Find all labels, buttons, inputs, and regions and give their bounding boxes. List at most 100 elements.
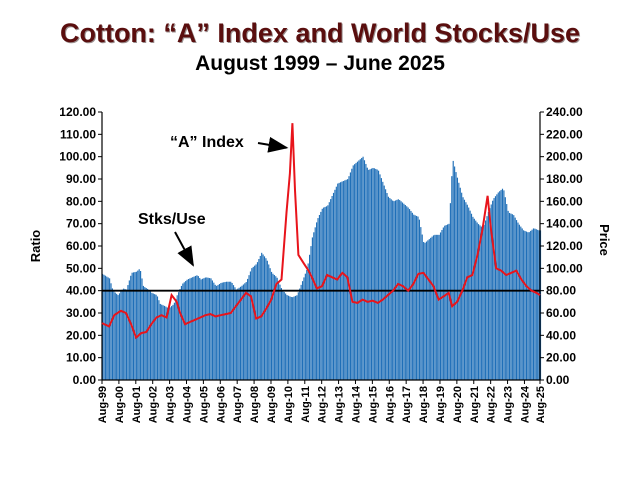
bar <box>221 282 223 380</box>
bar <box>190 277 192 380</box>
x-tick-label: Aug-17 <box>401 386 413 423</box>
bar <box>531 229 533 380</box>
bar <box>282 290 284 380</box>
bar <box>521 228 523 380</box>
x-tick-label: Aug-04 <box>181 385 193 423</box>
bar <box>475 220 477 380</box>
bar <box>262 254 264 380</box>
bar <box>237 288 239 380</box>
bar <box>483 224 485 380</box>
bar <box>273 274 275 380</box>
bar <box>124 289 126 380</box>
bar <box>175 299 177 380</box>
y-right-tick-label: 140.00 <box>546 217 583 231</box>
bar <box>272 273 274 380</box>
bar <box>117 295 119 380</box>
bar <box>293 296 295 380</box>
x-tick-label: Aug-16 <box>384 386 396 423</box>
bar <box>452 160 454 380</box>
bar <box>525 231 528 380</box>
bar <box>441 229 443 380</box>
bar <box>116 293 118 380</box>
bar <box>214 284 216 380</box>
bar <box>179 289 181 380</box>
bar <box>376 169 378 380</box>
bar <box>211 280 213 380</box>
bar <box>442 227 444 380</box>
x-tick-label: Aug-19 <box>435 386 447 423</box>
bar <box>187 279 190 380</box>
bar <box>430 237 432 380</box>
bar <box>413 214 415 380</box>
bar <box>194 275 197 380</box>
bar <box>438 234 440 380</box>
y-left-tick-label: 120.00 <box>59 105 96 119</box>
bar <box>389 198 391 380</box>
bar <box>407 207 409 380</box>
bar <box>156 296 159 380</box>
bar <box>149 291 152 380</box>
bar <box>111 288 114 380</box>
bar <box>380 178 382 380</box>
bar <box>120 291 122 380</box>
bar <box>306 269 308 380</box>
bar <box>421 234 423 380</box>
x-tick-label: Aug-15 <box>367 386 379 423</box>
bar <box>137 270 139 380</box>
bar <box>314 227 316 380</box>
annotation-a-index-label: “A” Index <box>170 134 244 151</box>
bar <box>342 181 344 380</box>
bar <box>300 284 302 380</box>
bar <box>114 292 116 380</box>
bar <box>225 281 228 380</box>
bar <box>355 162 357 380</box>
bar <box>416 215 418 380</box>
bar <box>538 230 540 380</box>
bar <box>352 165 354 380</box>
annotation-a-index-arrow <box>257 136 289 153</box>
bar <box>354 164 356 380</box>
bar <box>532 228 535 380</box>
bar <box>320 211 322 380</box>
x-tick-label: Aug-20 <box>452 386 464 423</box>
bar <box>372 167 374 380</box>
bar <box>448 223 450 380</box>
bar <box>241 285 243 380</box>
bar <box>268 264 270 380</box>
bar <box>166 307 168 380</box>
bar <box>201 278 204 380</box>
bar <box>165 306 167 380</box>
bar <box>209 278 211 380</box>
bar <box>325 206 328 380</box>
bar <box>104 275 106 380</box>
bar <box>283 291 285 380</box>
bar <box>173 302 175 380</box>
y-right-tick-label: 180.00 <box>546 172 583 186</box>
y-right-tick-label: 20.00 <box>546 351 576 365</box>
x-tick-label: Aug-14 <box>350 385 362 423</box>
y-right-tick-label: 240.00 <box>546 105 583 119</box>
bar <box>248 275 250 380</box>
bar <box>420 227 422 380</box>
bar <box>418 219 420 380</box>
bar <box>228 281 230 380</box>
bar <box>183 282 185 380</box>
bar <box>506 204 508 380</box>
bar <box>331 196 333 380</box>
bar <box>297 292 299 380</box>
x-tick-label: Aug-06 <box>215 386 227 423</box>
bar <box>200 279 202 380</box>
bar <box>461 192 463 380</box>
bar <box>263 256 266 380</box>
bar <box>447 224 449 380</box>
bar <box>369 169 371 380</box>
a-index-series-line <box>101 123 541 340</box>
bar <box>516 220 518 380</box>
bar <box>489 208 491 380</box>
bar <box>204 277 206 380</box>
bar <box>406 206 408 380</box>
bar <box>192 277 194 380</box>
bar <box>404 205 406 380</box>
bar <box>231 282 233 380</box>
